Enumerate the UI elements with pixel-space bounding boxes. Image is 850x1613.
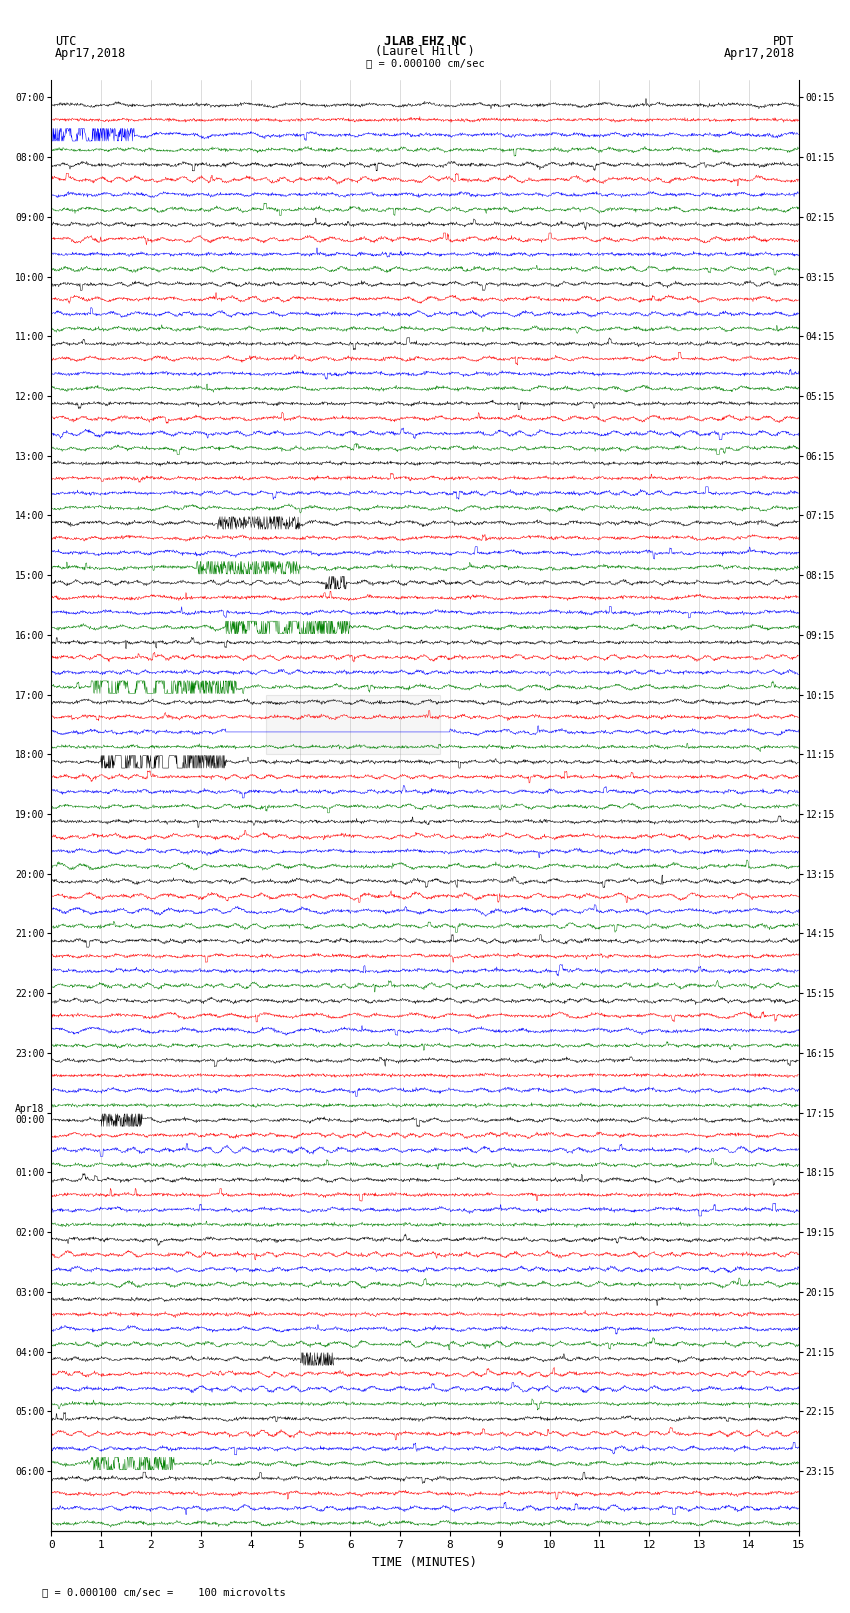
- Text: ⏐ = 0.000100 cm/sec: ⏐ = 0.000100 cm/sec: [366, 58, 484, 68]
- Text: Apr17,2018: Apr17,2018: [723, 47, 795, 60]
- Bar: [265, 695, 440, 755]
- Text: JLAB EHZ NC: JLAB EHZ NC: [383, 35, 467, 48]
- Text: ⏐ = 0.000100 cm/sec =    100 microvolts: ⏐ = 0.000100 cm/sec = 100 microvolts: [42, 1587, 286, 1597]
- Text: UTC: UTC: [55, 35, 76, 48]
- Text: PDT: PDT: [774, 35, 795, 48]
- Text: (Laurel Hill ): (Laurel Hill ): [375, 45, 475, 58]
- X-axis label: TIME (MINUTES): TIME (MINUTES): [372, 1557, 478, 1569]
- Text: Apr17,2018: Apr17,2018: [55, 47, 127, 60]
